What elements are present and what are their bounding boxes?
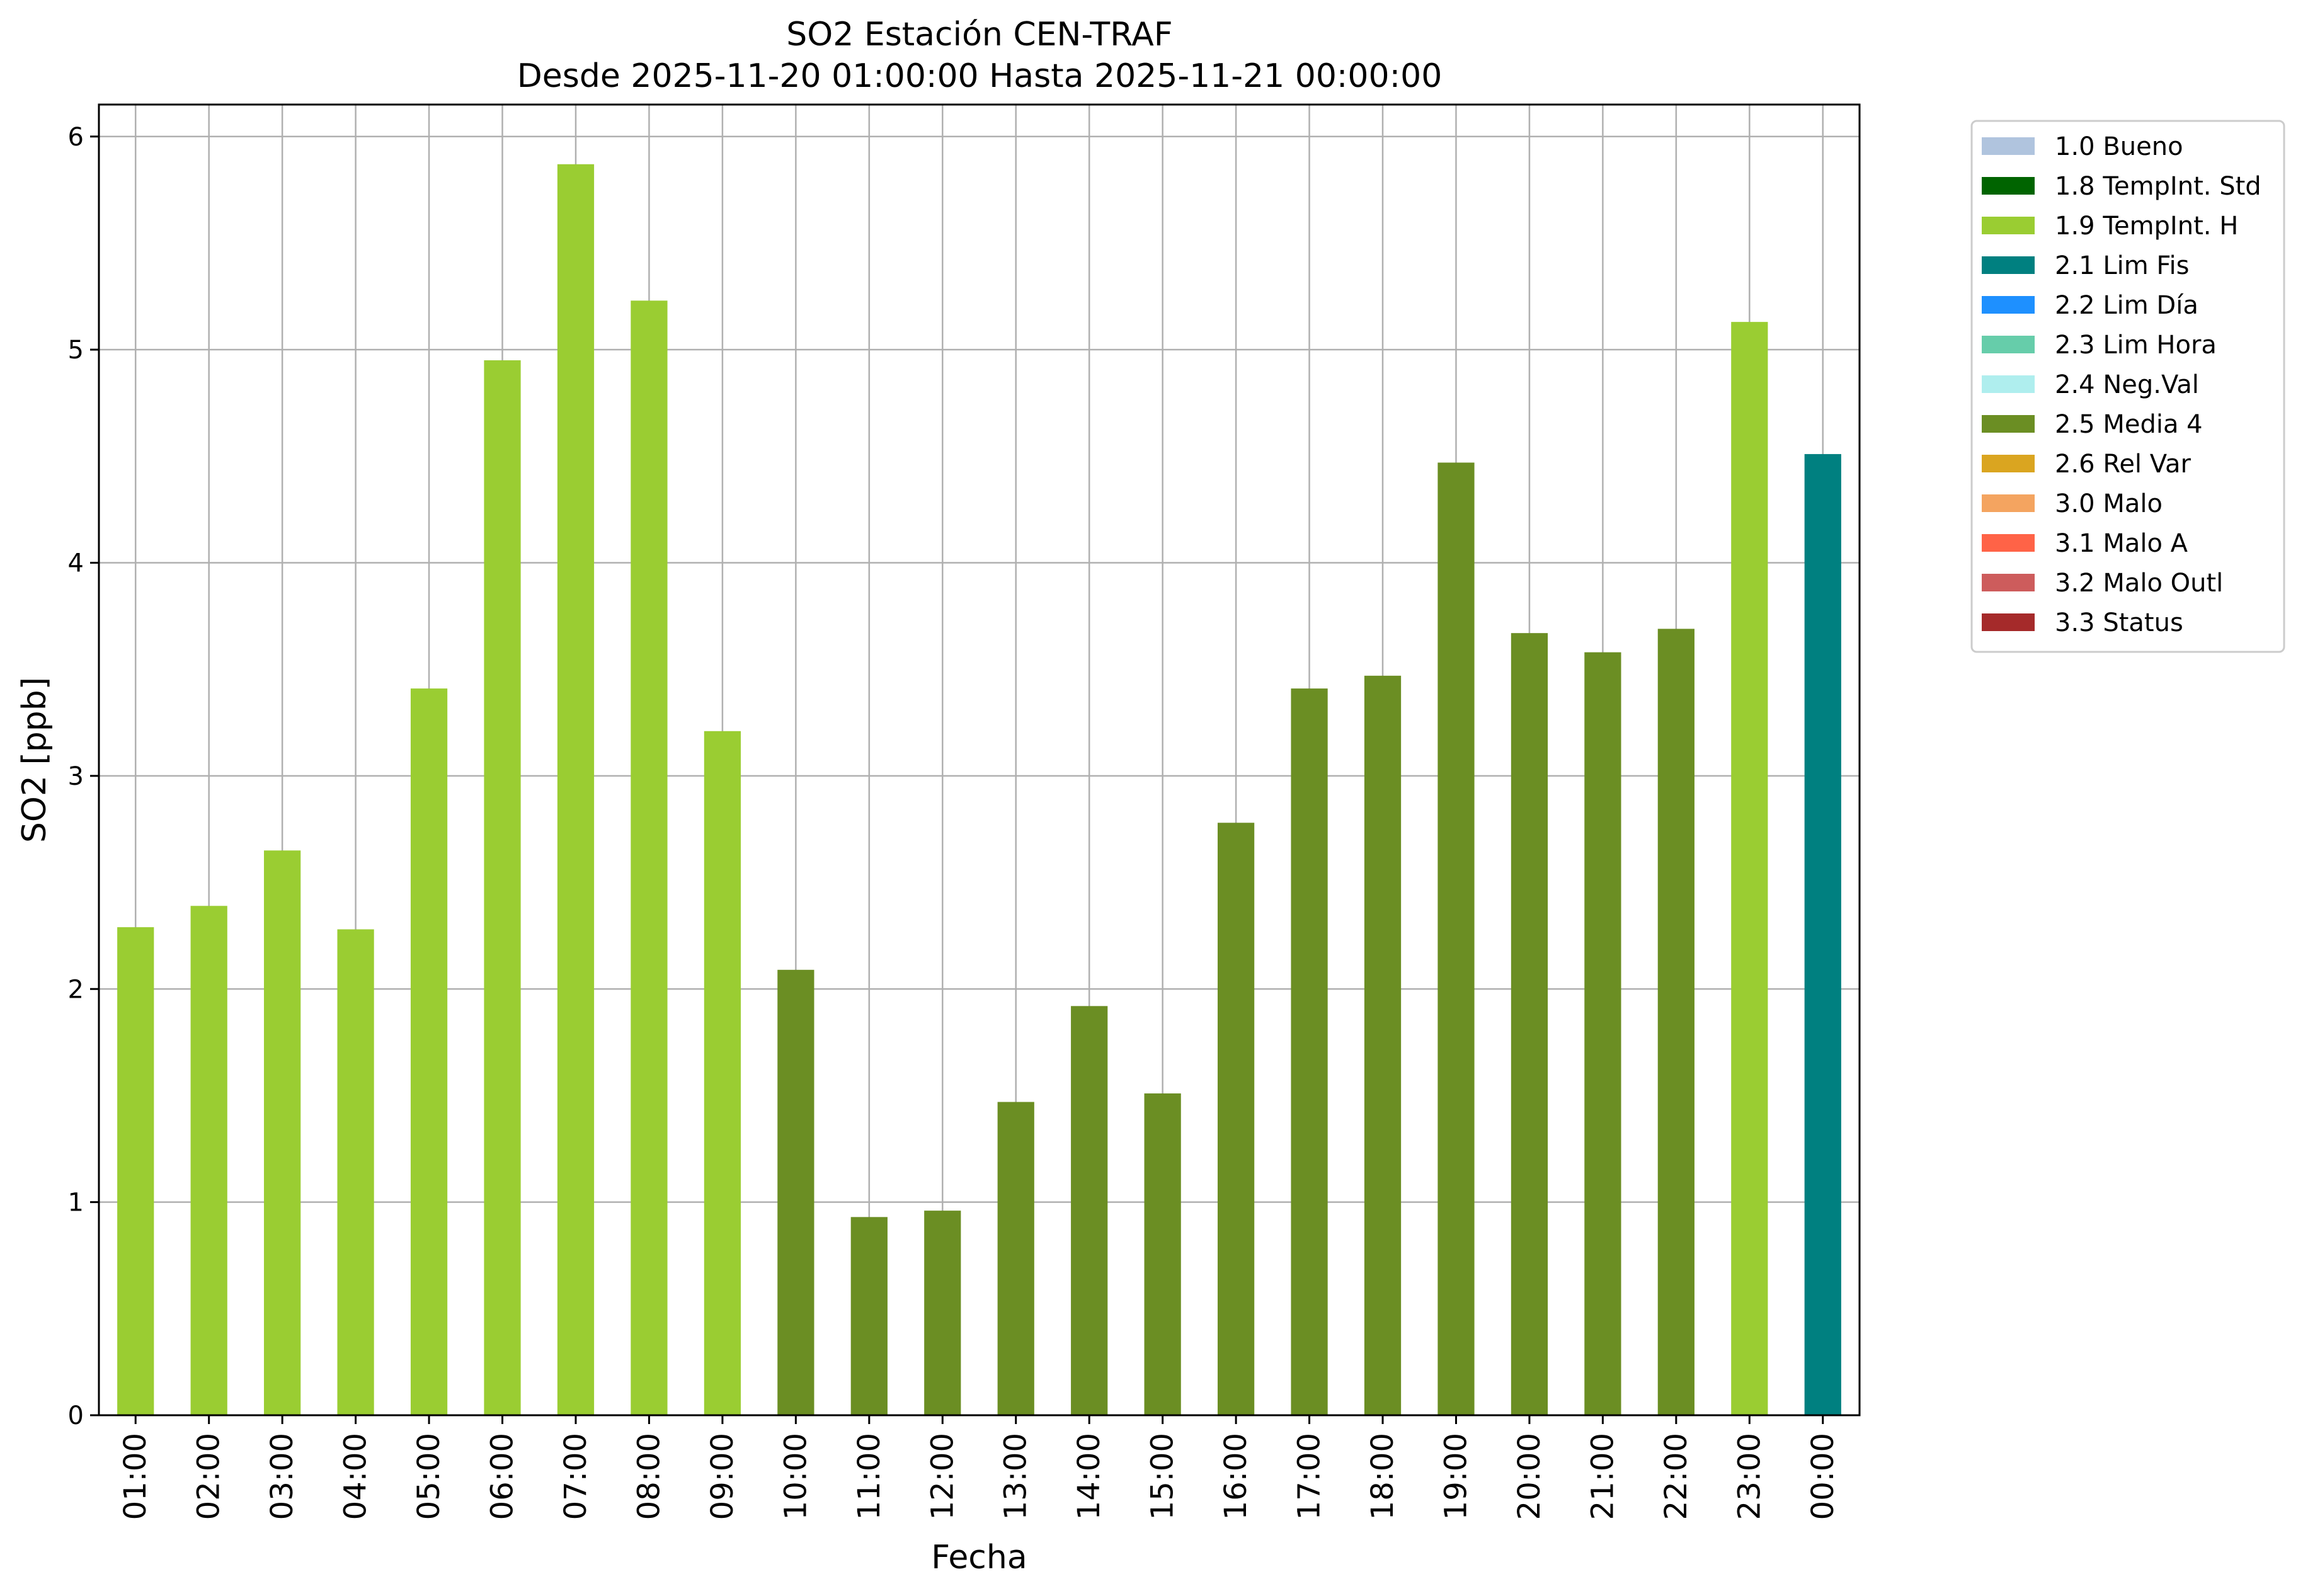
x-tick-label: 06:00 [485, 1433, 520, 1520]
legend-label: 2.1 Lim Fis [2055, 251, 2189, 280]
bar [1804, 453, 1841, 1415]
legend-swatch [1982, 336, 2035, 353]
legend-swatch [1982, 256, 2035, 274]
legend-label: 3.2 Malo Outl [2055, 569, 2223, 598]
x-tick-label: 09:00 [705, 1433, 740, 1520]
legend: 1.0 Bueno 1.8 TempInt. Std 1.9 TempInt. H 2… [1970, 120, 2285, 653]
x-tick-label: 20:00 [1512, 1433, 1547, 1520]
legend-label: 1.8 TempInt. Std [2055, 172, 2261, 201]
x-tick-label: 17:00 [1292, 1433, 1327, 1520]
bar [631, 300, 668, 1415]
bar [1291, 688, 1328, 1415]
y-tick-label: 0 [68, 1401, 84, 1430]
y-tick-label: 2 [68, 975, 84, 1004]
bar [997, 1102, 1034, 1415]
legend-box [1970, 120, 2285, 653]
x-tick-label: 18:00 [1365, 1433, 1400, 1520]
bar [190, 906, 227, 1415]
x-axis-label: Fecha [931, 1539, 1027, 1576]
legend-swatch [1982, 375, 2035, 393]
legend-label: 1.9 TempInt. H [2055, 212, 2238, 241]
legend-label: 2.4 Neg.Val [2055, 370, 2199, 399]
bar [704, 731, 741, 1415]
bar [484, 360, 521, 1415]
x-axis-ticks: 01:00 02:00 03:00 04:00 05:00 06:00 07:00 08:00… [118, 1415, 1841, 1520]
bar [1437, 462, 1475, 1416]
x-tick-label: 08:00 [631, 1433, 666, 1520]
legend-swatch [1982, 296, 2035, 314]
x-tick-label: 21:00 [1585, 1433, 1620, 1520]
bar [410, 688, 448, 1415]
x-tick-label: 10:00 [778, 1433, 813, 1520]
bar [1071, 1006, 1108, 1415]
x-tick-label: 22:00 [1659, 1433, 1694, 1520]
legend-label: 2.5 Media 4 [2055, 410, 2203, 439]
x-tick-label: 05:00 [411, 1433, 447, 1520]
x-tick-label: 01:00 [118, 1433, 153, 1520]
legend-swatch [1982, 455, 2035, 472]
bar [1731, 322, 1768, 1415]
bar [777, 969, 814, 1415]
legend-swatch [1982, 613, 2035, 631]
bar [1657, 629, 1694, 1415]
bar [1364, 675, 1402, 1415]
legend-label: 2.6 Rel Var [2055, 450, 2192, 479]
x-tick-label: 14:00 [1071, 1433, 1107, 1520]
bar [117, 927, 154, 1415]
bar [1217, 823, 1255, 1415]
y-tick-label: 4 [68, 549, 84, 578]
legend-label: 3.0 Malo [2055, 489, 2163, 518]
y-tick-label: 5 [68, 336, 84, 365]
y-tick-label: 3 [68, 762, 84, 791]
plot-frame [98, 103, 1861, 1416]
chart-subtitle: Desde 2025-11-20 01:00:00 Hasta 2025-11-… [517, 57, 1443, 95]
x-tick-label: 11:00 [852, 1433, 887, 1520]
legend-swatch [1982, 574, 2035, 591]
x-tick-label: 04:00 [338, 1433, 374, 1520]
bar [850, 1217, 888, 1415]
legend-swatch [1982, 534, 2035, 552]
x-tick-label: 23:00 [1732, 1433, 1767, 1520]
legend-swatch [1982, 494, 2035, 512]
x-tick-label: 12:00 [925, 1433, 960, 1520]
bar [264, 850, 301, 1415]
bar [1144, 1093, 1181, 1415]
legend-swatch [1982, 415, 2035, 433]
y-tick-label: 6 [68, 123, 84, 152]
bar [557, 164, 595, 1415]
chart-title: SO2 Estación CEN-TRAF [786, 16, 1172, 54]
legend-label: 1.0 Bueno [2055, 132, 2183, 161]
x-tick-label: 02:00 [191, 1433, 227, 1520]
x-tick-label: 16:00 [1218, 1433, 1254, 1520]
legend-label: 2.2 Lim Día [2055, 291, 2198, 320]
y-axis-label: SO2 [ppb] [16, 677, 54, 843]
bar [1511, 633, 1548, 1415]
bar [337, 929, 374, 1415]
x-tick-label: 15:00 [1145, 1433, 1180, 1520]
x-tick-label: 00:00 [1805, 1433, 1841, 1520]
legend-swatch [1982, 177, 2035, 195]
y-tick-label: 1 [68, 1188, 84, 1217]
legend-label: 2.3 Lim Hora [2055, 331, 2217, 360]
legend-swatch [1982, 217, 2035, 234]
x-tick-label: 07:00 [558, 1433, 593, 1520]
legend-swatch [1982, 137, 2035, 155]
bar [1584, 652, 1621, 1415]
y-axis-ticks: 0 1 2 3 4 5 6 [68, 123, 99, 1430]
legend-label: 3.3 Status [2055, 608, 2183, 637]
legend-label: 3.1 Malo A [2055, 529, 2188, 558]
bar [924, 1211, 961, 1415]
bars [117, 164, 1841, 1416]
x-tick-label: 19:00 [1438, 1433, 1473, 1520]
x-tick-label: 13:00 [998, 1433, 1034, 1520]
x-tick-label: 03:00 [265, 1433, 300, 1520]
